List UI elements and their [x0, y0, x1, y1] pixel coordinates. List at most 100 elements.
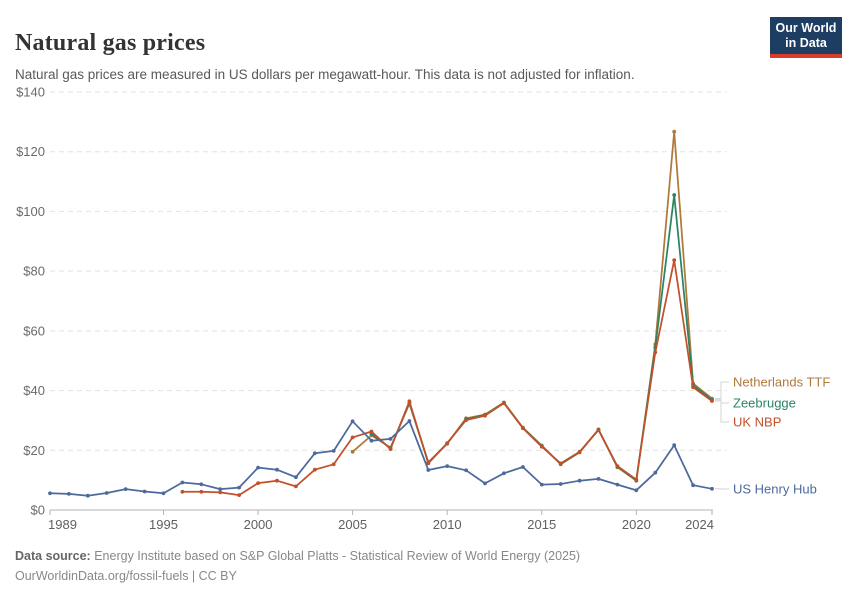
y-tick-label: $60 — [23, 323, 45, 338]
y-tick-label: $40 — [23, 383, 45, 398]
data-source-label: Data source: — [15, 549, 91, 563]
data-point — [577, 478, 582, 483]
data-point — [312, 467, 317, 472]
legend-label-zeebrugge[interactable]: Zeebrugge — [733, 395, 796, 411]
data-point — [369, 429, 374, 434]
data-point — [85, 493, 90, 498]
data-point — [275, 478, 279, 483]
data-point — [426, 468, 431, 472]
data-point — [312, 451, 317, 456]
data-point — [275, 467, 279, 472]
legend-label-netherlands-ttf[interactable]: Netherlands TTF — [733, 374, 831, 390]
data-point — [256, 465, 260, 470]
legend-connector — [715, 381, 729, 400]
data-point — [180, 480, 185, 485]
x-tick-label: 2000 — [244, 517, 273, 532]
data-point — [502, 471, 506, 476]
data-point — [653, 350, 658, 355]
data-point — [464, 418, 468, 422]
data-point — [407, 419, 412, 423]
data-point — [161, 491, 166, 496]
x-tick-label: 1989 — [48, 517, 77, 532]
owid-logo-line2: in Data — [785, 36, 827, 50]
chart-subtitle: Natural gas prices are measured in US do… — [15, 66, 635, 82]
data-point — [369, 438, 374, 443]
y-tick-label: $140 — [16, 85, 45, 100]
data-point — [691, 483, 695, 488]
data-point — [634, 477, 639, 482]
data-point — [237, 493, 242, 497]
data-point — [558, 482, 563, 486]
data-point — [123, 487, 128, 491]
data-point — [350, 435, 355, 440]
data-point — [710, 399, 714, 403]
legend-label-us-henry-hub[interactable]: US Henry Hub — [733, 481, 817, 497]
series-line-us-henry-hub[interactable] — [49, 420, 713, 497]
x-tick-label: 2020 — [622, 517, 651, 532]
page-title: Natural gas prices — [15, 30, 206, 57]
data-point — [294, 484, 298, 489]
data-point — [577, 449, 582, 454]
data-point — [558, 461, 563, 466]
x-tick-label: 1995 — [149, 517, 178, 532]
data-point — [350, 419, 355, 424]
data-point — [104, 491, 109, 495]
y-tick-label: $20 — [23, 443, 45, 458]
data-point — [596, 428, 601, 432]
y-tick-label: $120 — [16, 144, 45, 159]
x-tick-label: 2005 — [338, 517, 367, 532]
data-point — [67, 492, 71, 496]
footer-link[interactable]: OurWorldinData.org/fossil-fuels | CC BY — [15, 569, 237, 583]
chart-footer: Data source: Energy Institute based on S… — [15, 546, 580, 586]
data-point — [237, 485, 242, 490]
data-point — [445, 464, 450, 468]
data-point — [199, 489, 204, 494]
data-point — [218, 487, 223, 491]
data-point — [653, 470, 658, 475]
data-point — [672, 193, 677, 197]
y-tick-label: $100 — [16, 204, 45, 219]
data-point — [691, 385, 695, 390]
owid-logo-line1: Our World — [775, 21, 837, 35]
data-point — [634, 488, 639, 493]
data-point — [331, 449, 336, 453]
data-point — [483, 481, 487, 486]
data-point — [672, 443, 677, 448]
data-point — [426, 461, 431, 466]
data-point — [672, 258, 677, 262]
y-tick-label: $0 — [31, 503, 45, 518]
data-point — [388, 437, 393, 441]
data-point — [180, 489, 185, 494]
legend-label-uk-nbp[interactable]: UK NBP — [733, 414, 782, 430]
data-point — [256, 481, 260, 485]
data-point — [596, 477, 601, 481]
series-line-zeebrugge[interactable] — [370, 194, 713, 482]
x-tick-label: 2024 — [685, 517, 714, 532]
data-point — [521, 426, 525, 431]
series-line-netherlands-ttf[interactable] — [351, 130, 713, 482]
data-point — [502, 401, 506, 405]
data-point — [445, 441, 450, 445]
data-point — [199, 482, 204, 487]
x-tick-label: 2010 — [433, 517, 462, 532]
data-point — [521, 465, 525, 469]
data-point — [539, 482, 544, 487]
data-point — [48, 491, 52, 496]
data-point — [539, 444, 544, 449]
owid-logo[interactable]: Our World in Data — [770, 17, 842, 58]
data-point — [350, 449, 355, 454]
series-line-uk-nbp[interactable] — [181, 259, 713, 496]
data-point — [615, 482, 620, 487]
data-point — [407, 399, 412, 404]
data-point — [142, 489, 147, 494]
data-point — [294, 475, 298, 480]
data-point — [464, 468, 468, 473]
data-point — [672, 129, 677, 134]
data-source-text: Energy Institute based on S&P Global Pla… — [90, 549, 581, 563]
data-point — [218, 490, 223, 495]
data-point — [615, 464, 620, 468]
data-source-line: Data source: Energy Institute based on S… — [15, 546, 580, 566]
